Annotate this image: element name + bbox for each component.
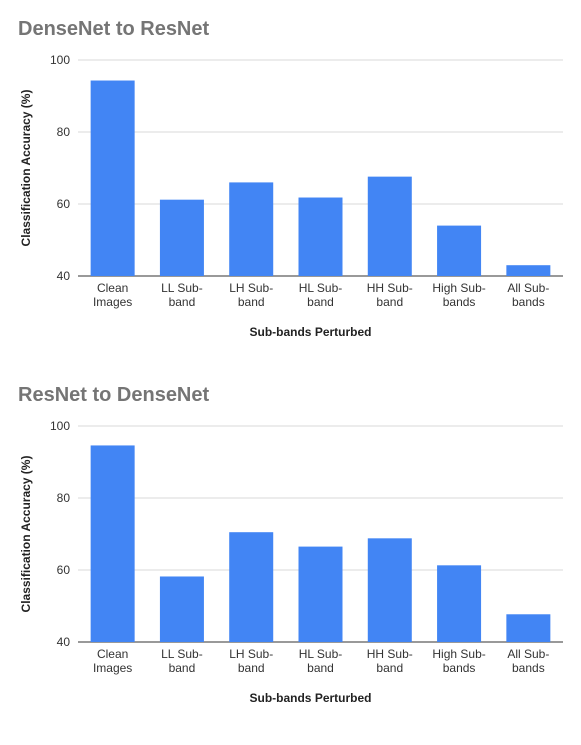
x-tick-label: HL Sub- <box>299 647 343 661</box>
y-tick-label: 100 <box>50 53 70 67</box>
x-tick-label: HH Sub- <box>367 647 413 661</box>
x-axis-title: Sub-bands Perturbed <box>249 325 371 339</box>
x-tick-label: All Sub- <box>507 647 549 661</box>
y-axis-title: Classification Accuracy (%) <box>19 456 33 613</box>
y-tick-label: 80 <box>57 491 71 505</box>
x-tick-label: Images <box>93 661 132 675</box>
x-tick-label: band <box>169 661 196 675</box>
x-tick-label: band <box>376 661 403 675</box>
x-tick-label: HH Sub- <box>367 281 413 295</box>
y-tick-label: 60 <box>57 197 71 211</box>
x-axis-title: Sub-bands Perturbed <box>249 691 371 705</box>
x-tick-label: band <box>238 661 265 675</box>
x-tick-label: High Sub- <box>432 647 485 661</box>
x-tick-label: LH Sub- <box>229 281 273 295</box>
x-tick-label: band <box>376 295 403 309</box>
x-tick-label: LL Sub- <box>161 281 203 295</box>
x-tick-label: bands <box>512 295 545 309</box>
x-tick-label: Clean <box>97 647 128 661</box>
bar <box>367 176 412 276</box>
bar <box>298 546 343 642</box>
bar <box>506 614 551 642</box>
y-tick-label: 100 <box>50 419 70 433</box>
x-tick-label: LH Sub- <box>229 647 273 661</box>
bar <box>159 199 204 276</box>
x-tick-label: LL Sub- <box>161 647 203 661</box>
x-tick-label: HL Sub- <box>299 281 343 295</box>
bar <box>159 576 204 642</box>
bar <box>229 182 274 276</box>
x-tick-label: band <box>169 295 196 309</box>
x-tick-label: band <box>238 295 265 309</box>
bar <box>437 225 482 276</box>
x-tick-label: Images <box>93 295 132 309</box>
y-axis-title: Classification Accuracy (%) <box>19 90 33 247</box>
y-tick-label: 60 <box>57 563 71 577</box>
bar <box>90 445 135 642</box>
y-tick-label: 40 <box>57 635 71 649</box>
bar <box>298 197 343 276</box>
x-tick-label: band <box>307 295 334 309</box>
chart-resnet-to-densenet: ResNet to DenseNet 100 80 60 40 Clean Images L… <box>0 366 581 726</box>
x-tick-label: bands <box>512 661 545 675</box>
bar <box>367 538 412 642</box>
bar <box>229 532 274 642</box>
bar <box>437 565 482 642</box>
chart-title: ResNet to DenseNet <box>18 384 210 406</box>
x-tick-label: bands <box>443 661 476 675</box>
y-tick-label: 40 <box>57 269 71 283</box>
x-tick-label: All Sub- <box>507 281 549 295</box>
x-tick-label: bands <box>443 295 476 309</box>
x-tick-label: Clean <box>97 281 128 295</box>
chart-densenet-to-resnet: DenseNet to ResNet 100 80 60 40 Clean Images L… <box>0 0 581 360</box>
chart-title: DenseNet to ResNet <box>18 18 210 40</box>
x-tick-label: band <box>307 661 334 675</box>
y-tick-label: 80 <box>57 125 71 139</box>
bar <box>90 80 135 277</box>
x-tick-label: High Sub- <box>432 281 485 295</box>
bar <box>506 265 551 276</box>
